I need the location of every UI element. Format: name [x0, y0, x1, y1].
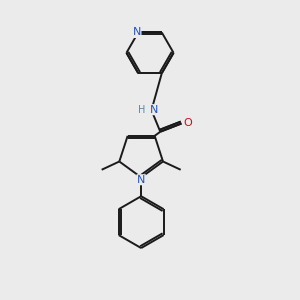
Text: O: O	[183, 118, 192, 128]
Text: H: H	[138, 105, 146, 115]
Text: N: N	[137, 175, 146, 185]
Text: N: N	[150, 105, 159, 115]
Text: N: N	[133, 27, 141, 38]
